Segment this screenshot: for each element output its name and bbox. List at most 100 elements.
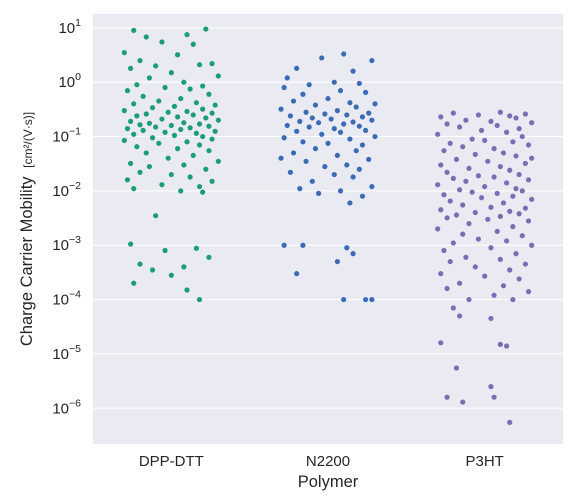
data-point <box>369 297 374 302</box>
y-axis-label: Charge Carrier Mobility <box>18 176 36 346</box>
data-point <box>209 61 214 66</box>
data-point <box>141 94 146 99</box>
data-point <box>495 191 500 196</box>
data-point <box>209 111 214 116</box>
data-point <box>488 316 493 321</box>
data-point <box>460 202 465 207</box>
data-point <box>473 210 478 215</box>
data-point <box>300 92 305 97</box>
y-tick-label: 10−3 <box>52 234 81 254</box>
data-point <box>338 130 343 135</box>
data-point <box>510 224 515 229</box>
data-point <box>441 248 446 253</box>
data-point <box>128 119 133 124</box>
data-point <box>203 115 208 120</box>
data-point <box>369 118 374 123</box>
data-point <box>206 124 211 129</box>
data-point <box>181 162 186 167</box>
data-point <box>169 70 174 75</box>
data-point <box>297 119 302 124</box>
data-point <box>363 90 368 95</box>
data-point <box>451 176 456 181</box>
y-tick-labels: 10−6 10−5 10−4 10−3 10−2 10−1 100 101 <box>52 17 81 417</box>
data-point <box>216 159 221 164</box>
data-point <box>438 114 443 119</box>
data-point <box>322 164 327 169</box>
data-point <box>510 297 515 302</box>
data-point <box>341 297 346 302</box>
data-point <box>166 110 171 115</box>
data-point <box>473 152 478 157</box>
data-point <box>128 241 133 246</box>
data-point <box>457 281 462 286</box>
y-axis-label-group: Charge Carrier Mobility [cm²/(V·s)] <box>18 112 36 346</box>
data-point <box>141 128 146 133</box>
data-point <box>206 255 211 260</box>
x-tick-label: P3HT <box>465 453 503 470</box>
data-point <box>209 179 214 184</box>
data-point <box>294 129 299 134</box>
data-point <box>466 221 471 226</box>
data-point <box>498 342 503 347</box>
data-point <box>491 293 496 298</box>
data-point <box>460 144 465 149</box>
data-point <box>451 111 456 116</box>
data-point <box>288 113 293 118</box>
data-point <box>150 267 155 272</box>
data-point <box>200 83 205 88</box>
data-point <box>169 273 174 278</box>
data-point <box>335 108 340 113</box>
data-point <box>122 108 127 113</box>
data-point <box>491 174 496 179</box>
data-point <box>128 161 133 166</box>
data-point <box>131 101 136 106</box>
data-point <box>354 104 359 109</box>
data-point <box>169 172 174 177</box>
data-point <box>507 168 512 173</box>
data-point <box>184 32 189 37</box>
data-point <box>203 167 208 172</box>
data-point <box>451 240 456 245</box>
data-point <box>209 136 214 141</box>
data-point <box>131 281 136 286</box>
data-point <box>491 395 496 400</box>
y-tick-label: 100 <box>58 71 81 91</box>
data-point <box>291 150 296 155</box>
data-point <box>332 172 337 177</box>
data-point <box>166 156 171 161</box>
data-point <box>529 197 534 202</box>
data-point <box>463 255 468 260</box>
data-point <box>325 141 330 146</box>
data-point <box>457 313 462 318</box>
data-point <box>448 259 453 264</box>
data-point <box>194 246 199 251</box>
data-point <box>479 128 484 133</box>
data-point <box>147 75 152 80</box>
data-point <box>122 50 127 55</box>
data-point <box>498 257 503 262</box>
data-point <box>197 184 202 189</box>
data-point <box>523 111 528 116</box>
plot-background <box>93 14 563 444</box>
data-point <box>444 395 449 400</box>
data-point <box>156 98 161 103</box>
data-point <box>197 297 202 302</box>
data-point <box>175 114 180 119</box>
data-point <box>162 248 167 253</box>
data-point <box>181 120 186 125</box>
x-tick-label: DPP-DTT <box>139 453 204 470</box>
data-point <box>438 207 443 212</box>
data-point <box>134 113 139 118</box>
data-point <box>213 102 218 107</box>
data-point <box>435 226 440 231</box>
data-point <box>520 134 525 139</box>
data-point <box>159 116 164 121</box>
data-point <box>128 66 133 71</box>
data-point <box>178 96 183 101</box>
data-point <box>213 129 218 134</box>
data-point <box>197 62 202 67</box>
data-point <box>200 134 205 139</box>
data-point <box>319 55 324 60</box>
data-point <box>360 194 365 199</box>
data-point <box>303 110 308 115</box>
